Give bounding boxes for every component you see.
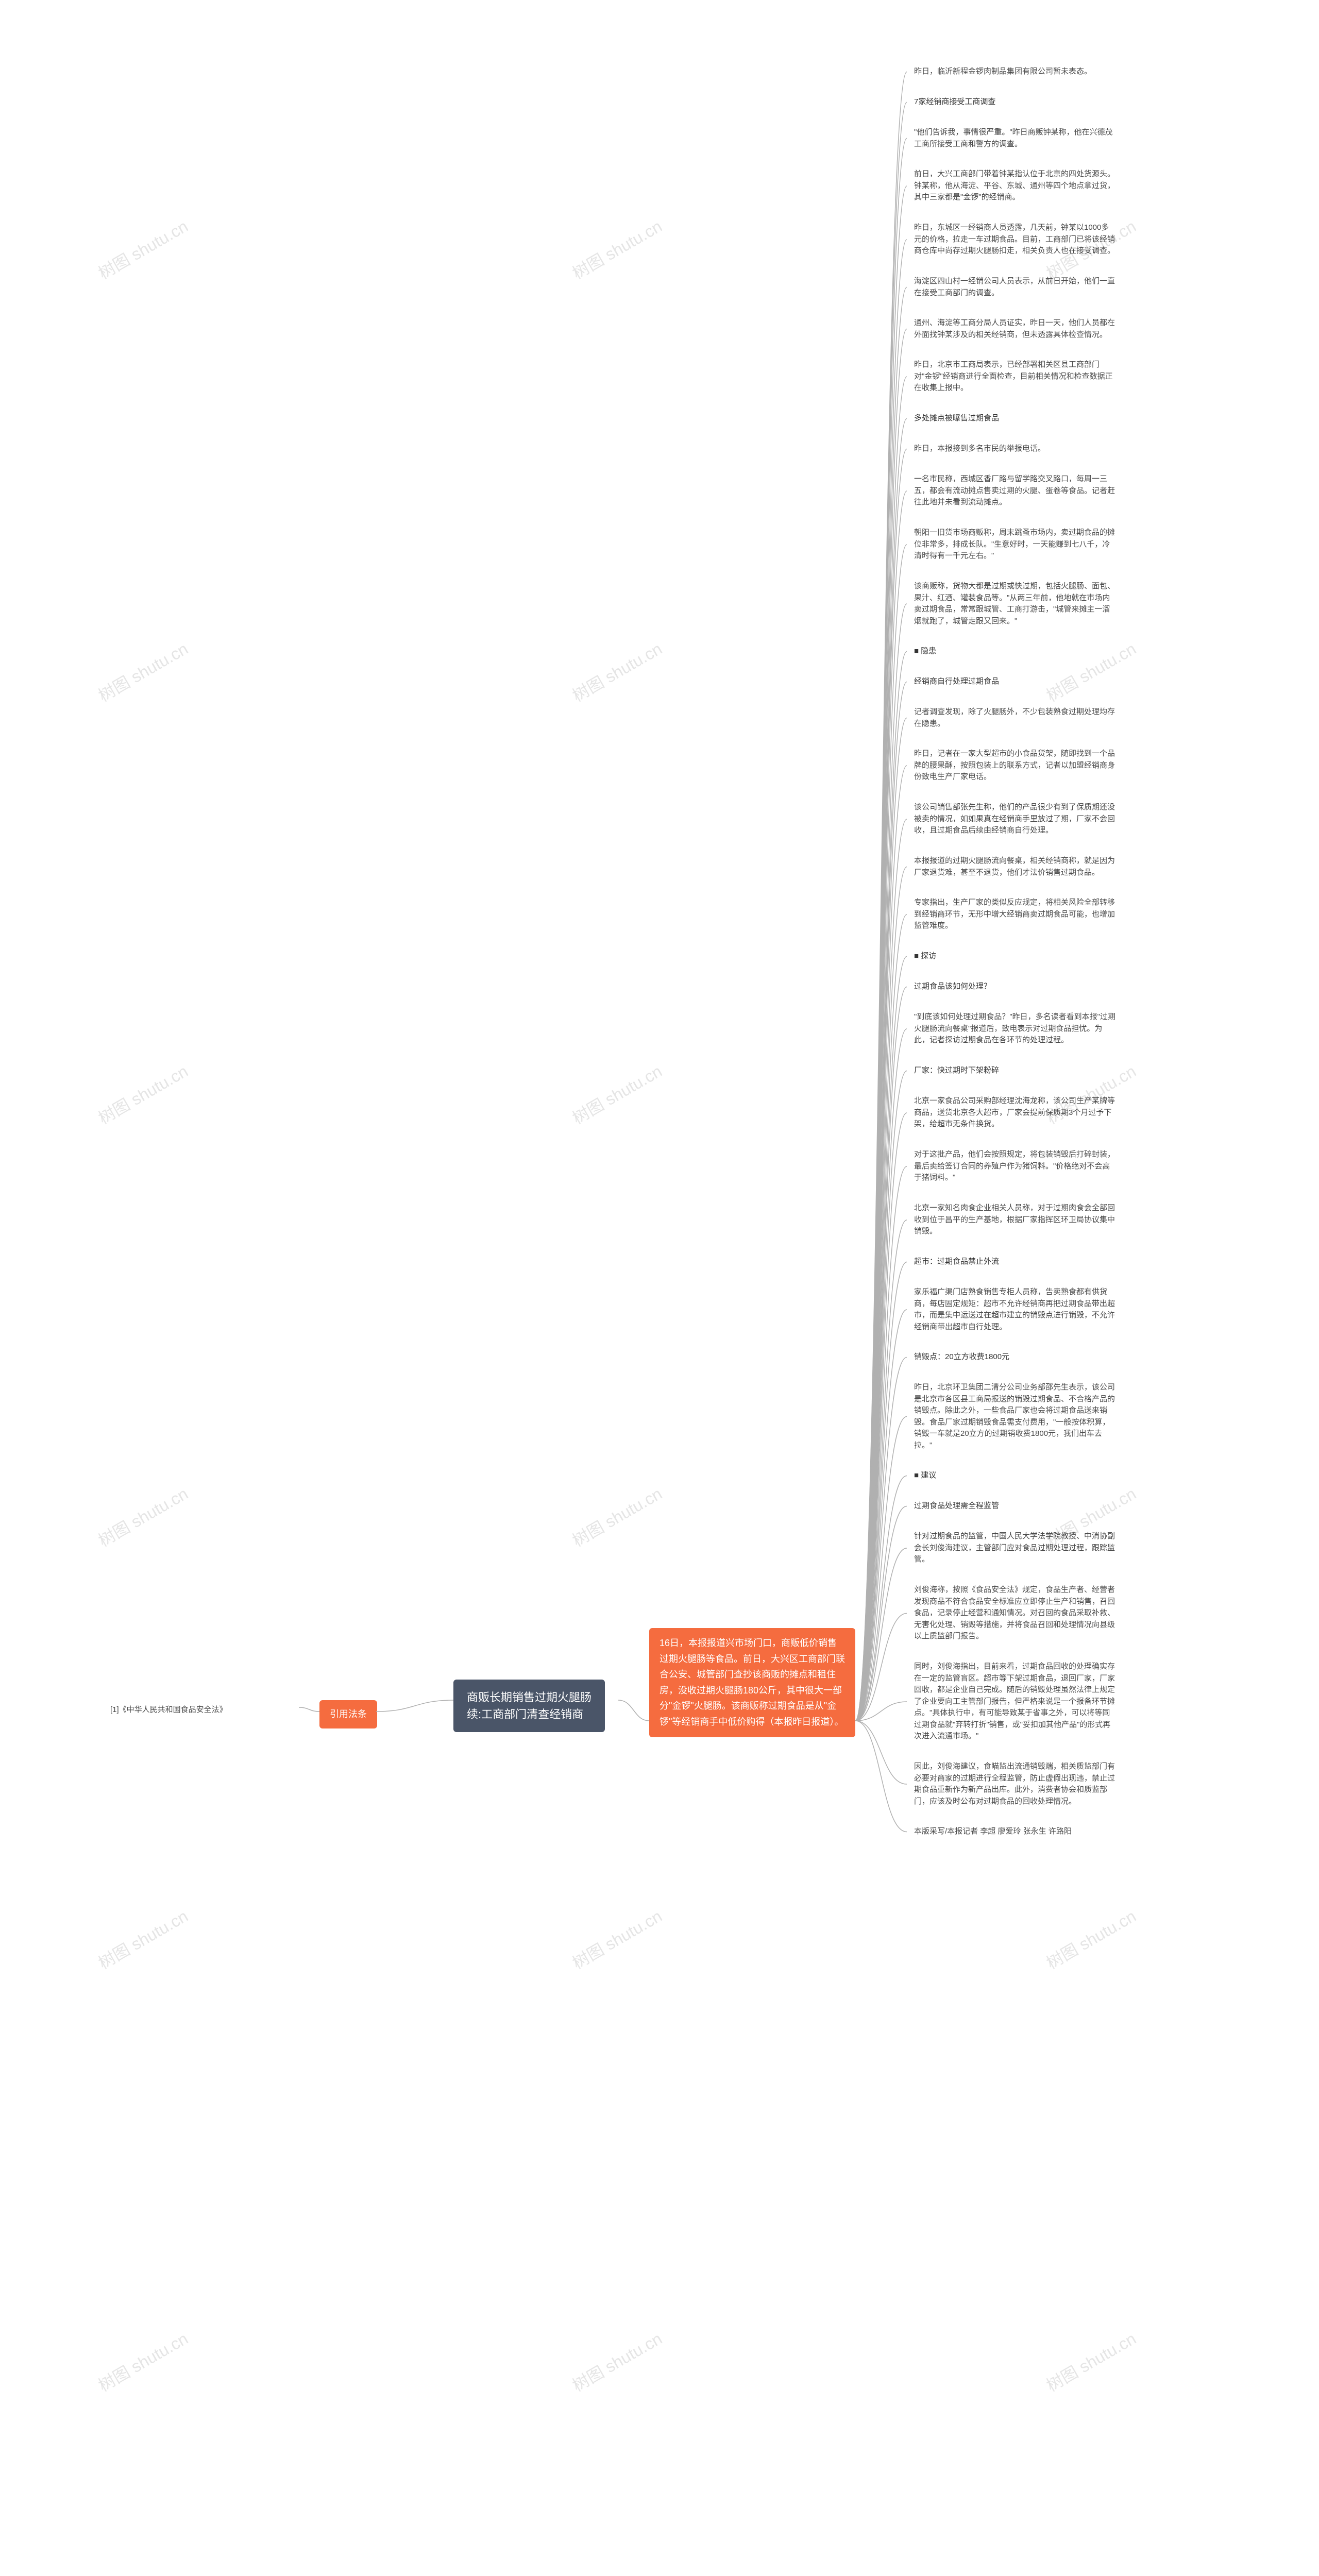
connectors-svg [0, 0, 1319, 2576]
